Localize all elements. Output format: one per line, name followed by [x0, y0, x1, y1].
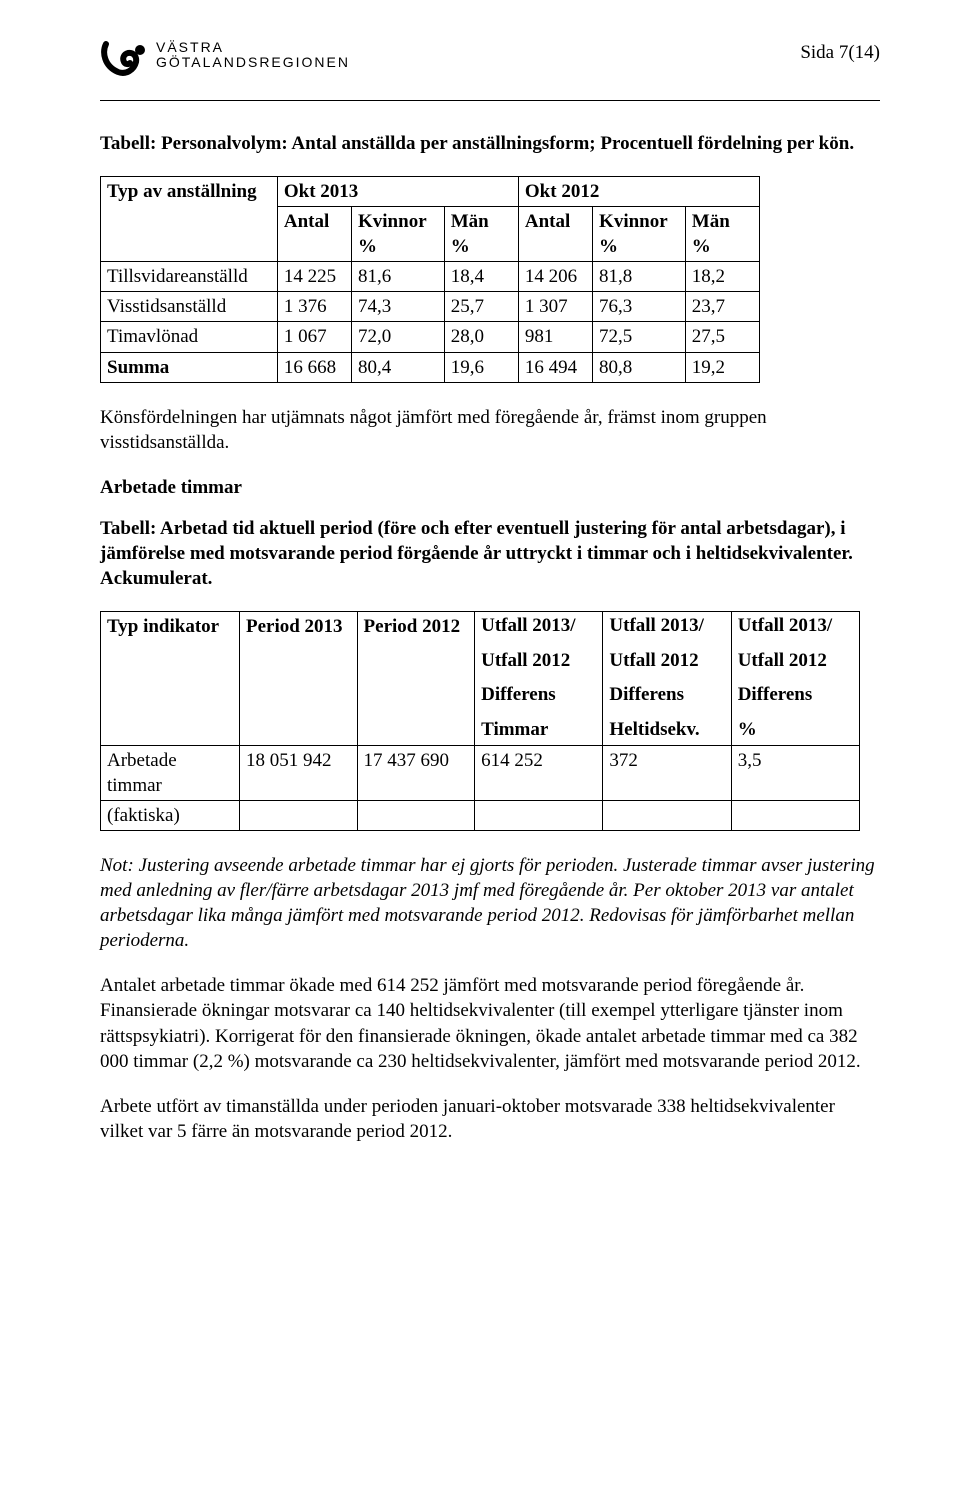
cell-value: 1 376	[277, 292, 351, 322]
region-logo-icon	[100, 40, 148, 82]
table-row: Typ indikator Period 2013 Period 2012 Ut…	[101, 612, 860, 746]
cell-value: 18 051 942	[239, 745, 357, 800]
col-header-antal: Antal	[277, 207, 351, 262]
table-row: Visstidsanställd 1 376 74,3 25,7 1 307 7…	[101, 292, 760, 322]
paragraph-arbete: Arbete utfört av timanställda under peri…	[100, 1094, 880, 1144]
cell-value: 80,4	[352, 352, 445, 382]
hdr-line: Utfall 2013/	[738, 614, 853, 639]
page-header: VÄSTRA GÖTALANDSREGIONEN Sida 7(14)	[100, 40, 880, 82]
hdr-line: Differens	[609, 683, 724, 708]
table-row: Typ av anställning Okt 2013 Okt 2012	[101, 177, 760, 207]
table-arbetad-tid: Typ indikator Period 2013 Period 2012 Ut…	[100, 611, 860, 831]
col-header-diff-timmar: Utfall 2013/ Utfall 2012 Differens Timma…	[475, 612, 603, 746]
table-row: (faktiska)	[101, 801, 860, 831]
cell-value: 981	[518, 322, 592, 352]
body-content: Tabell: Personalvolym: Antal anställda p…	[100, 131, 880, 1144]
col-header-typ: Typ av anställning	[101, 177, 278, 262]
col-header-man: Män %	[444, 207, 518, 262]
cell-value: 23,7	[685, 292, 759, 322]
cell-label: Visstidsanställd	[101, 292, 278, 322]
cell-value: 17 437 690	[357, 745, 475, 800]
col-header-typ-indikator: Typ indikator	[101, 612, 240, 746]
cell-value: 18,4	[444, 262, 518, 292]
cell-empty	[357, 801, 475, 831]
col-header-diff-heltidsekv: Utfall 2013/ Utfall 2012 Differens Helti…	[603, 612, 731, 746]
cell-value: 19,6	[444, 352, 518, 382]
hdr-line: Heltidsekv.	[609, 718, 724, 743]
col-header-kvinnor: Kvinnor %	[593, 207, 686, 262]
cell-value: 72,5	[593, 322, 686, 352]
cell-value: 1 307	[518, 292, 592, 322]
cell-value: 16 668	[277, 352, 351, 382]
col-header-kvinnor: Kvinnor %	[352, 207, 445, 262]
hdr-line: Utfall 2012	[609, 649, 724, 674]
hdr-line: Differens	[481, 683, 596, 708]
cell-value: 76,3	[593, 292, 686, 322]
cell-value: 28,0	[444, 322, 518, 352]
cell-value: 74,3	[352, 292, 445, 322]
paragraph-konsfordelning: Könsfördelningen har utjämnats något jäm…	[100, 405, 880, 455]
hdr-line: Timmar	[481, 718, 596, 743]
cell-empty	[475, 801, 603, 831]
cell-label: Tillsvidareanställd	[101, 262, 278, 292]
cell-value: 81,6	[352, 262, 445, 292]
paragraph-antalet: Antalet arbetade timmar ökade med 614 25…	[100, 973, 880, 1073]
cell-value: 372	[603, 745, 731, 800]
col-header-period-2012: Period 2012	[357, 612, 475, 746]
hdr-line: Utfall 2013/	[609, 614, 724, 639]
cell-value: 614 252	[475, 745, 603, 800]
table2-caption: Tabell: Arbetad tid aktuell period (före…	[100, 516, 880, 591]
table-row: Timavlönad 1 067 72,0 28,0 981 72,5 27,5	[101, 322, 760, 352]
cell-value: 27,5	[685, 322, 759, 352]
cell-value: 19,2	[685, 352, 759, 382]
cell-label-faktiska: (faktiska)	[101, 801, 240, 831]
hdr-line: Utfall 2012	[738, 649, 853, 674]
cell-value: 1 067	[277, 322, 351, 352]
hdr-line: %	[738, 718, 853, 743]
cell-empty	[239, 801, 357, 831]
cell-empty	[603, 801, 731, 831]
cell-value: 72,0	[352, 322, 445, 352]
table-personalvolym: Typ av anställning Okt 2013 Okt 2012 Ant…	[100, 176, 760, 383]
cell-label: Arbetade timmar	[101, 745, 240, 800]
cell-empty	[731, 801, 859, 831]
cell-value: 14 225	[277, 262, 351, 292]
logo: VÄSTRA GÖTALANDSREGIONEN	[100, 40, 350, 82]
table-row: Arbetade timmar 18 051 942 17 437 690 61…	[101, 745, 860, 800]
cell-label-sum: Summa	[101, 352, 278, 382]
table-row: Tillsvidareanställd 14 225 81,6 18,4 14 …	[101, 262, 760, 292]
col-header-okt2012: Okt 2012	[518, 177, 759, 207]
heading-arbetade-timmar: Arbetade timmar	[100, 475, 880, 500]
cell-label: Timavlönad	[101, 322, 278, 352]
cell-value: 25,7	[444, 292, 518, 322]
col-header-period-2013: Period 2013	[239, 612, 357, 746]
table-row-sum: Summa 16 668 80,4 19,6 16 494 80,8 19,2	[101, 352, 760, 382]
page-number: Sida 7(14)	[800, 40, 880, 64]
hdr-line: Utfall 2013/	[481, 614, 596, 639]
cell-value: 81,8	[593, 262, 686, 292]
cell-value: 14 206	[518, 262, 592, 292]
cell-value: 16 494	[518, 352, 592, 382]
logo-line2: GÖTALANDSREGIONEN	[156, 55, 350, 70]
cell-value: 80,8	[593, 352, 686, 382]
col-header-okt2013: Okt 2013	[277, 177, 518, 207]
page: VÄSTRA GÖTALANDSREGIONEN Sida 7(14) Tabe…	[0, 0, 960, 1224]
col-header-man: Män %	[685, 207, 759, 262]
cell-value: 18,2	[685, 262, 759, 292]
header-separator	[100, 100, 880, 101]
col-header-antal: Antal	[518, 207, 592, 262]
logo-text: VÄSTRA GÖTALANDSREGIONEN	[156, 40, 350, 71]
note-justering: Not: Justering avseende arbetade timmar …	[100, 853, 880, 953]
hdr-line: Differens	[738, 683, 853, 708]
cell-value: 3,5	[731, 745, 859, 800]
table1-caption: Tabell: Personalvolym: Antal anställda p…	[100, 131, 880, 156]
col-header-diff-percent: Utfall 2013/ Utfall 2012 Differens %	[731, 612, 859, 746]
hdr-line: Utfall 2012	[481, 649, 596, 674]
